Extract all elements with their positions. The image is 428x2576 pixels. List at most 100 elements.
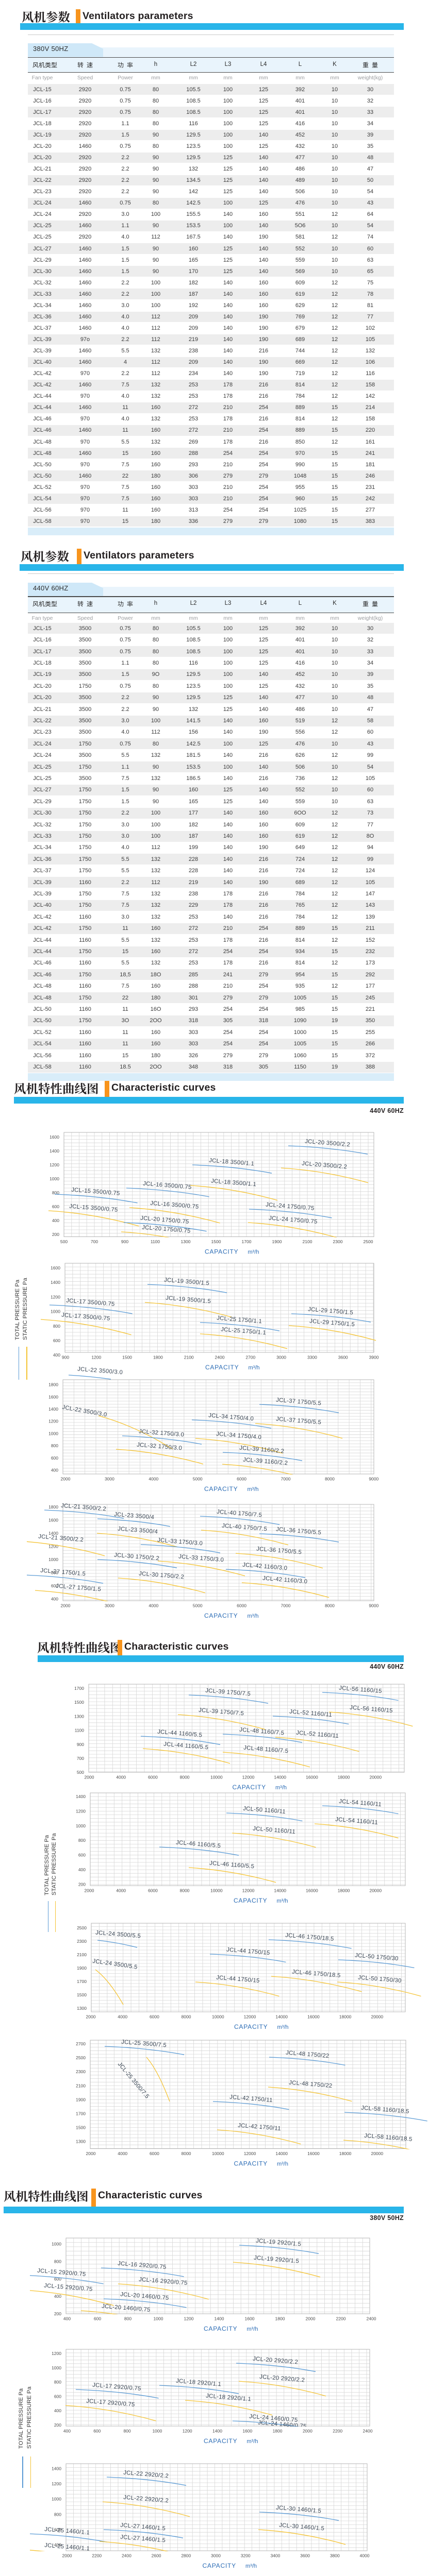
svg-text:10000: 10000 bbox=[210, 1775, 223, 1780]
svg-text:1000: 1000 bbox=[52, 2242, 61, 2247]
svg-text:2000: 2000 bbox=[85, 1775, 94, 1780]
svg-text:JCL-39 1750/7.5: JCL-39 1750/7.5 bbox=[205, 1688, 251, 1698]
svg-text:2100: 2100 bbox=[76, 2083, 86, 2088]
svg-text:3000: 3000 bbox=[105, 1603, 114, 1608]
svg-text:1600: 1600 bbox=[48, 1518, 58, 1523]
svg-text:1500: 1500 bbox=[211, 1239, 221, 1244]
svg-text:JCL-20 1460/0.75: JCL-20 1460/0.75 bbox=[102, 2303, 151, 2313]
svg-text:14000: 14000 bbox=[275, 2014, 288, 2020]
svg-text:3300: 3300 bbox=[307, 1355, 317, 1360]
svg-text:2100: 2100 bbox=[77, 1952, 87, 1957]
svg-text:1000: 1000 bbox=[152, 2429, 162, 2434]
svg-text:JCL-44 1750/15: JCL-44 1750/15 bbox=[216, 1975, 260, 1985]
svg-text:1400: 1400 bbox=[52, 2466, 61, 2471]
svg-text:JCL-30 1750/2.2: JCL-30 1750/2.2 bbox=[139, 1571, 185, 1581]
svg-text:1500: 1500 bbox=[76, 2125, 86, 2130]
svg-text:m³/h: m³/h bbox=[275, 1785, 287, 1791]
svg-text:JCL-36 1750/5.5: JCL-36 1750/5.5 bbox=[256, 1546, 302, 1556]
svg-text:1000: 1000 bbox=[51, 1309, 60, 1314]
svg-text:JCL-34 1750/4.0: JCL-34 1750/4.0 bbox=[216, 1431, 262, 1441]
svg-text:1600: 1600 bbox=[50, 1134, 59, 1140]
svg-text:800: 800 bbox=[54, 2380, 61, 2385]
svg-text:JCL-18 2920/1.1: JCL-18 2920/1.1 bbox=[206, 2393, 252, 2403]
svg-text:2000: 2000 bbox=[85, 1888, 94, 1893]
svg-text:2400: 2400 bbox=[367, 2316, 376, 2321]
svg-text:JCL-18 3500/1.1: JCL-18 3500/1.1 bbox=[211, 1178, 257, 1188]
svg-text:JCL-19 2920/1.5: JCL-19 2920/1.5 bbox=[254, 2255, 300, 2265]
svg-text:7000: 7000 bbox=[281, 1477, 291, 1482]
svg-text:m³/h: m³/h bbox=[249, 1365, 260, 1371]
svg-text:12000: 12000 bbox=[244, 2014, 256, 2020]
svg-text:CAPACITY: CAPACITY bbox=[234, 2023, 268, 2030]
svg-text:6000: 6000 bbox=[237, 1477, 246, 1482]
svg-text:JCL-34 1750/4.0: JCL-34 1750/4.0 bbox=[208, 1413, 254, 1422]
svg-text:2400: 2400 bbox=[215, 1355, 225, 1360]
svg-text:1200: 1200 bbox=[50, 1162, 59, 1167]
svg-text:2000: 2000 bbox=[86, 2014, 96, 2020]
svg-text:2000: 2000 bbox=[86, 2151, 96, 2156]
svg-text:1200: 1200 bbox=[183, 2429, 192, 2434]
svg-text:800: 800 bbox=[124, 2316, 131, 2321]
svg-text:JCL-25 1460/1.1: JCL-25 1460/1.1 bbox=[44, 2527, 90, 2536]
svg-text:400: 400 bbox=[51, 1597, 58, 1602]
svg-text:6000: 6000 bbox=[150, 2014, 159, 2020]
svg-text:JCL-48 1160/7.5: JCL-48 1160/7.5 bbox=[239, 1727, 285, 1737]
svg-text:16000: 16000 bbox=[306, 1775, 318, 1780]
svg-text:2400: 2400 bbox=[363, 2429, 373, 2434]
svg-text:JCL-29 1750/1.5: JCL-29 1750/1.5 bbox=[309, 1318, 355, 1328]
svg-text:2600: 2600 bbox=[152, 2553, 161, 2558]
svg-text:3900: 3900 bbox=[369, 1355, 379, 1360]
svg-text:1900: 1900 bbox=[77, 1965, 87, 1971]
svg-text:10000: 10000 bbox=[212, 2014, 224, 2020]
svg-text:STATIC PRESSURE Pa: STATIC PRESSURE Pa bbox=[26, 2386, 32, 2449]
svg-text:CAPACITY: CAPACITY bbox=[232, 1784, 266, 1791]
svg-text:900: 900 bbox=[77, 1742, 84, 1747]
svg-text:1200: 1200 bbox=[184, 2316, 194, 2321]
svg-text:12000: 12000 bbox=[242, 1775, 255, 1780]
svg-text:JCL-17 3500/0.75: JCL-17 3500/0.75 bbox=[61, 1312, 110, 1322]
svg-text:14000: 14000 bbox=[275, 2151, 288, 2156]
svg-text:JCL-44 1160/5.5: JCL-44 1160/5.5 bbox=[163, 1741, 209, 1751]
svg-text:16000: 16000 bbox=[307, 2014, 320, 2020]
svg-text:CAPACITY: CAPACITY bbox=[202, 2562, 236, 2569]
svg-text:600: 600 bbox=[54, 2527, 61, 2532]
svg-text:18000: 18000 bbox=[339, 2151, 352, 2156]
svg-text:600: 600 bbox=[52, 1204, 59, 1209]
svg-text:16000: 16000 bbox=[306, 1888, 318, 1893]
svg-text:JCL-25 1750/1.1: JCL-25 1750/1.1 bbox=[217, 1315, 262, 1325]
svg-text:600: 600 bbox=[51, 1455, 58, 1461]
svg-text:1600: 1600 bbox=[245, 2316, 255, 2321]
svg-text:12000: 12000 bbox=[242, 1888, 255, 1893]
svg-text:800: 800 bbox=[54, 2259, 61, 2264]
svg-text:3400: 3400 bbox=[270, 2553, 280, 2558]
svg-text:2000: 2000 bbox=[62, 2553, 72, 2558]
svg-text:JCL-16 3500/0.75: JCL-16 3500/0.75 bbox=[150, 1200, 199, 1210]
svg-text:1800: 1800 bbox=[48, 1382, 58, 1387]
svg-text:1000: 1000 bbox=[50, 1176, 59, 1181]
svg-text:4000: 4000 bbox=[149, 1603, 158, 1608]
svg-text:800: 800 bbox=[51, 1570, 58, 1575]
svg-text:800: 800 bbox=[51, 1443, 58, 1448]
svg-text:700: 700 bbox=[91, 1239, 98, 1244]
svg-text:1400: 1400 bbox=[76, 1794, 86, 1799]
svg-text:1700: 1700 bbox=[76, 2111, 86, 2116]
svg-text:1100: 1100 bbox=[151, 1239, 160, 1244]
svg-text:1000: 1000 bbox=[48, 1557, 58, 1562]
svg-text:JCL-46 1750/18.5: JCL-46 1750/18.5 bbox=[292, 1969, 341, 1979]
svg-text:2300: 2300 bbox=[333, 1239, 343, 1244]
svg-text:2000: 2000 bbox=[61, 1603, 71, 1608]
svg-text:JCL-30 1460/1.5: JCL-30 1460/1.5 bbox=[279, 2522, 325, 2532]
svg-text:9000: 9000 bbox=[369, 1477, 378, 1482]
svg-text:5000: 5000 bbox=[193, 1603, 203, 1608]
svg-text:600: 600 bbox=[53, 1338, 60, 1343]
svg-text:JCL-18 3500/1.1: JCL-18 3500/1.1 bbox=[209, 1158, 255, 1167]
svg-text:400: 400 bbox=[52, 1218, 59, 1223]
svg-text:700: 700 bbox=[77, 1756, 84, 1761]
svg-text:200: 200 bbox=[78, 1882, 86, 1887]
svg-text:TOTAL PRESSURE Pa: TOTAL PRESSURE Pa bbox=[44, 1835, 50, 1895]
svg-text:20000: 20000 bbox=[369, 1888, 382, 1893]
svg-text:3000: 3000 bbox=[276, 1355, 286, 1360]
svg-text:400: 400 bbox=[63, 2316, 71, 2321]
svg-text:200: 200 bbox=[52, 1232, 59, 1237]
svg-text:1300: 1300 bbox=[74, 1714, 84, 1719]
